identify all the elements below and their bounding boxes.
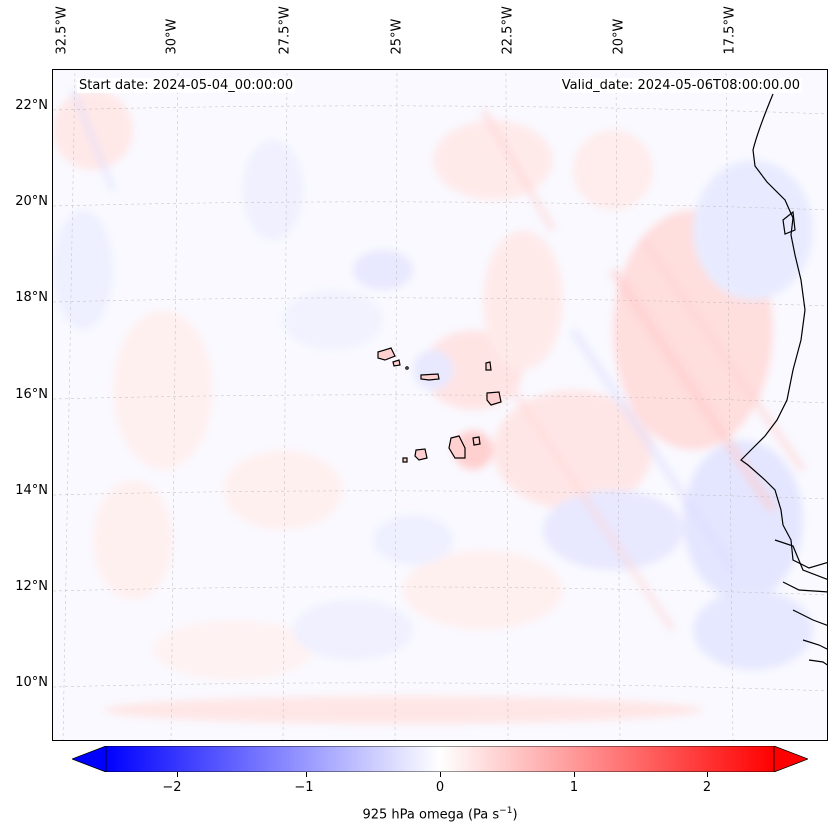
colorbar-tickmark-neg2 [177, 772, 178, 777]
colorbar-tick-0: 0 [435, 780, 445, 795]
lon-label-22-5w: 22.5°W [500, 6, 516, 55]
colorbar-label: 925 hPa omega (Pa s−1) [362, 806, 518, 823]
colorbar-gradient [105, 746, 775, 772]
colorbar-tick-neg1: −1 [294, 780, 314, 795]
island-santo-antao [377, 347, 396, 361]
omega-field-map [53, 70, 827, 740]
lon-label-27-5w: 27.5°W [277, 6, 293, 55]
coastline [740, 93, 827, 666]
map-panel [52, 69, 828, 741]
lat-label-10n: 10°N [15, 675, 48, 690]
island-sal [485, 361, 492, 371]
colorbar-extend-min [72, 746, 107, 772]
colorbar-tick-neg2: −2 [162, 780, 182, 795]
omega-streaks [70, 88, 807, 632]
island-fogo [414, 448, 428, 461]
start-date-label: Start date: 2024-05-04_00:00:00 [77, 78, 296, 93]
colorbar-tickmark-0 [440, 772, 441, 777]
lat-label-22n: 22°N [15, 98, 48, 113]
lat-label-16n: 16°N [15, 387, 48, 402]
cape-verde-islands [377, 347, 502, 463]
island-santa-luzia [405, 366, 409, 370]
lon-label-20w: 20°W [611, 18, 627, 55]
island-boa-vista [486, 391, 502, 406]
colorbar-extend-max [773, 746, 808, 772]
lon-label-30w: 30°W [164, 18, 180, 55]
colorbar-tickmark-2 [707, 772, 708, 777]
colorbar-tick-1: 1 [569, 780, 579, 795]
colorbar-tickmark-1 [574, 772, 575, 777]
omega-contours [53, 70, 827, 740]
colorbar-tick-2: 2 [702, 780, 712, 795]
island-sao-nicolau [420, 373, 440, 381]
island-brava [402, 457, 408, 463]
lon-label-17-5w: 17.5°W [722, 6, 738, 55]
lat-label-18n: 18°N [15, 290, 48, 305]
valid-date-label: Valid_date: 2024-05-06T08:00:00.00 [559, 78, 802, 93]
gridlines [53, 70, 827, 740]
lat-label-20n: 20°N [15, 194, 48, 209]
colorbar-tickmark-neg1 [306, 772, 307, 777]
lon-label-32-5w: 32.5°W [54, 6, 70, 55]
colorbar [72, 746, 808, 772]
island-sao-vicente [392, 359, 401, 367]
island-santiago [448, 435, 466, 459]
lat-label-12n: 12°N [15, 579, 48, 594]
lon-label-25w: 25°W [389, 18, 405, 55]
island-maio [472, 436, 481, 446]
lat-label-14n: 14°N [15, 483, 48, 498]
